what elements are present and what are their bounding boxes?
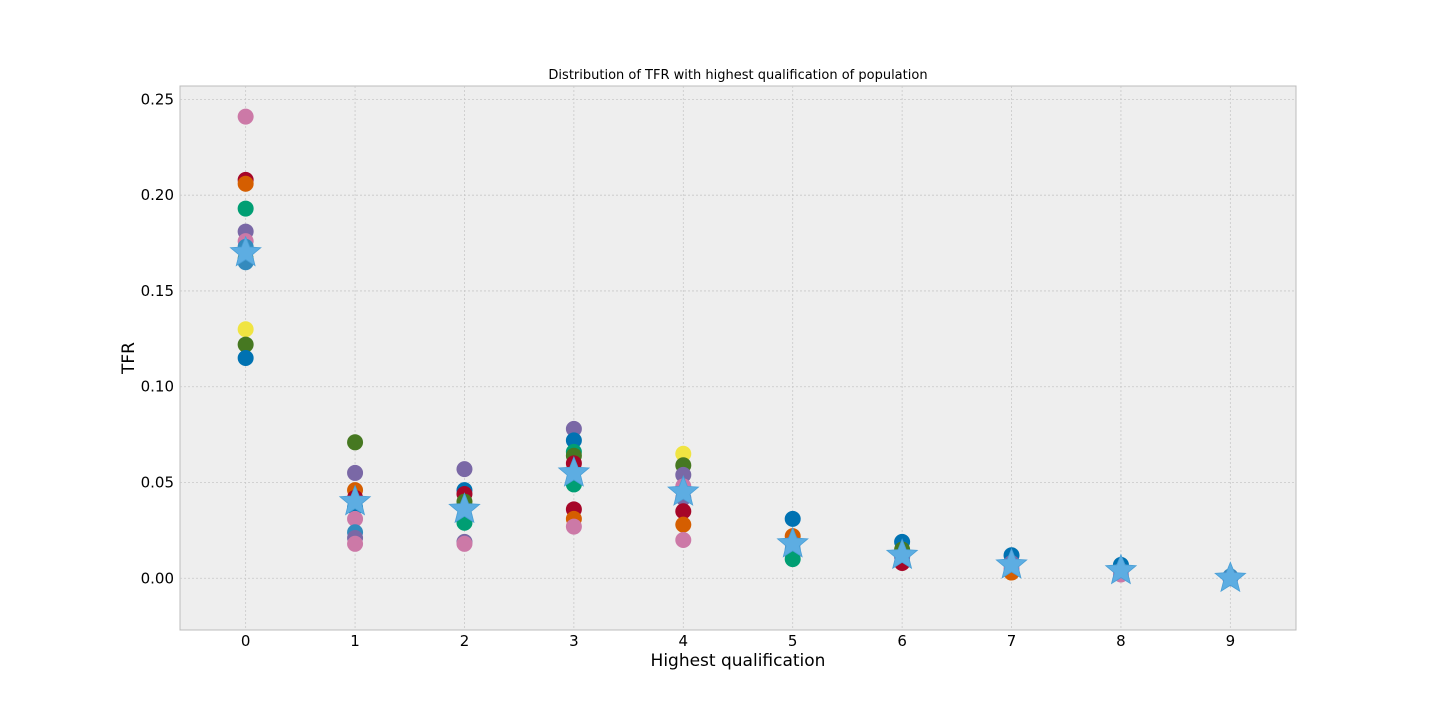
x-tick-label: 9 [1226,632,1236,650]
mean-star-marker [1214,561,1247,593]
x-tick-label: 1 [350,632,360,650]
x-tick-label: 8 [1116,632,1126,650]
y-ticks: 0.00 0.05 0.10 0.15 0.20 0.25 [141,90,174,587]
x-tick-label: 6 [897,632,907,650]
x-tick-label: 4 [679,632,689,650]
mean-star-marker [557,455,591,487]
y-tick-label: 0.05 [141,474,174,492]
data-point [565,420,582,437]
y-tick-label: 0.10 [141,378,174,396]
y-tick-label: 0.25 [141,90,174,108]
data-point [237,200,254,217]
data-point [565,518,582,535]
data-point [347,535,364,552]
data-point [675,503,692,520]
data-point [237,321,254,338]
x-tick-label: 2 [460,632,470,650]
data-point [237,108,254,125]
data-point [675,531,692,548]
mean-star-marker [338,484,372,516]
data-point [237,350,254,366]
data-point [675,516,692,533]
data-point [347,510,364,527]
data-point [347,434,364,451]
mean-star-marker [1104,553,1138,585]
x-ticks: 0 1 2 3 4 5 6 7 8 9 [241,632,1235,650]
mean-star-marker [448,492,481,524]
x-tick-label: 0 [241,632,251,650]
chart-title: Distribution of TFR with highest qualifi… [548,68,927,83]
data-point [456,461,473,478]
data-point [784,510,801,527]
y-tick-label: 0.15 [141,282,174,300]
plot-area [179,85,1297,631]
data-point [456,535,473,552]
mean-star-marker [885,538,919,570]
data-point [347,464,364,481]
y-tick-label: 0.20 [141,186,174,204]
mean-star-marker [229,235,262,267]
x-axis-label: Highest qualification [651,651,826,671]
x-tick-label: 3 [569,632,579,650]
data-point [784,551,801,568]
y-tick-label: 0.00 [141,569,174,587]
x-tick-label: 7 [1007,632,1017,650]
x-tick-label: 5 [788,632,798,650]
data-point [675,466,692,483]
mean-star-marker [776,526,809,558]
mean-star-marker [667,474,700,506]
data-point [565,432,582,449]
data-point [237,336,254,353]
data-point [237,175,254,192]
mean-markers [229,235,1247,593]
y-axis-label: TFR [119,342,139,375]
data-point [675,445,692,462]
mean-star-marker [995,547,1028,579]
